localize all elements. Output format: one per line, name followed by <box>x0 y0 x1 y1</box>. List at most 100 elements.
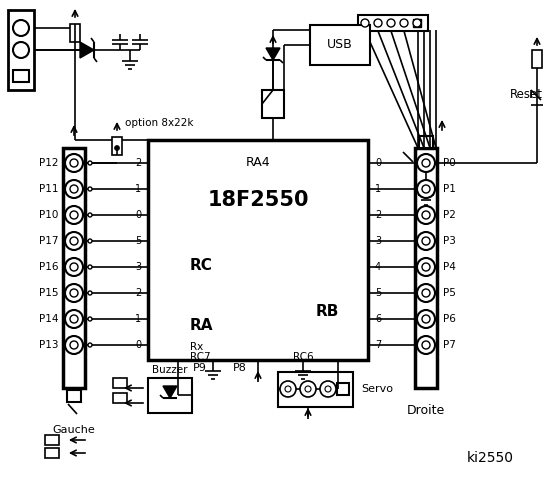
Circle shape <box>413 19 421 27</box>
Bar <box>45 435 59 445</box>
Circle shape <box>285 386 291 392</box>
Text: P4: P4 <box>443 262 456 272</box>
Text: P12: P12 <box>39 158 58 168</box>
Bar <box>8 10 34 90</box>
Circle shape <box>422 315 430 323</box>
Circle shape <box>88 317 92 321</box>
Circle shape <box>361 19 369 27</box>
Circle shape <box>88 213 92 217</box>
Circle shape <box>417 206 435 224</box>
Bar <box>310 25 370 65</box>
Bar <box>63 148 85 388</box>
Bar <box>67 390 81 402</box>
Text: 0: 0 <box>375 158 381 168</box>
Circle shape <box>65 284 83 302</box>
Text: P1: P1 <box>443 184 456 194</box>
Text: P6: P6 <box>443 314 456 324</box>
Circle shape <box>114 145 119 151</box>
Text: 3: 3 <box>135 262 141 272</box>
Text: 1: 1 <box>135 314 141 324</box>
Circle shape <box>422 263 430 271</box>
Circle shape <box>417 154 435 172</box>
Circle shape <box>65 180 83 198</box>
Bar <box>532 50 542 68</box>
Circle shape <box>70 159 78 167</box>
Bar <box>148 140 368 360</box>
Bar <box>112 137 122 155</box>
Text: ki2550: ki2550 <box>467 451 514 465</box>
Text: 18F2550: 18F2550 <box>207 190 309 210</box>
Circle shape <box>13 42 29 58</box>
Circle shape <box>88 187 92 191</box>
Text: 1: 1 <box>375 184 381 194</box>
Bar <box>278 372 353 407</box>
Circle shape <box>70 341 78 349</box>
Text: P13: P13 <box>39 340 58 350</box>
Circle shape <box>88 291 92 295</box>
Text: option 8x22k: option 8x22k <box>125 118 194 128</box>
Text: 0: 0 <box>135 340 141 350</box>
Circle shape <box>88 239 92 243</box>
Circle shape <box>374 19 382 27</box>
Circle shape <box>305 386 311 392</box>
Circle shape <box>422 211 430 219</box>
Circle shape <box>70 289 78 297</box>
Circle shape <box>65 206 83 224</box>
Text: 1: 1 <box>135 184 141 194</box>
Bar <box>70 24 80 42</box>
Bar <box>415 148 437 388</box>
Circle shape <box>417 180 435 198</box>
Text: Reset: Reset <box>510 88 543 101</box>
Circle shape <box>417 232 435 250</box>
Text: P11: P11 <box>39 184 58 194</box>
Text: P0: P0 <box>443 158 456 168</box>
Circle shape <box>422 237 430 245</box>
Circle shape <box>417 336 435 354</box>
Text: 3: 3 <box>375 236 381 246</box>
Bar <box>148 378 192 413</box>
Circle shape <box>70 185 78 193</box>
Text: P16: P16 <box>39 262 58 272</box>
Circle shape <box>400 19 408 27</box>
Text: Droite: Droite <box>407 404 445 417</box>
Circle shape <box>422 185 430 193</box>
Text: P5: P5 <box>443 288 456 298</box>
Bar <box>337 383 349 395</box>
Bar <box>45 448 59 458</box>
Text: 6: 6 <box>375 314 381 324</box>
Text: P2: P2 <box>443 210 456 220</box>
Circle shape <box>65 232 83 250</box>
Text: P15: P15 <box>39 288 58 298</box>
Circle shape <box>70 263 78 271</box>
Text: 2: 2 <box>135 288 141 298</box>
Text: P7: P7 <box>443 340 456 350</box>
Text: 2: 2 <box>375 210 381 220</box>
Text: RC7: RC7 <box>190 352 211 362</box>
Circle shape <box>422 341 430 349</box>
Text: 2: 2 <box>135 158 141 168</box>
Circle shape <box>70 237 78 245</box>
Circle shape <box>325 386 331 392</box>
Circle shape <box>417 310 435 328</box>
Text: P10: P10 <box>39 210 58 220</box>
Text: P14: P14 <box>39 314 58 324</box>
Text: RA4: RA4 <box>246 156 270 168</box>
Text: 5: 5 <box>375 288 381 298</box>
Circle shape <box>88 161 92 165</box>
Circle shape <box>70 211 78 219</box>
Circle shape <box>417 284 435 302</box>
Circle shape <box>300 381 316 397</box>
Text: 0: 0 <box>135 210 141 220</box>
Circle shape <box>387 19 395 27</box>
Circle shape <box>88 343 92 347</box>
Text: Rx: Rx <box>190 342 204 352</box>
Polygon shape <box>80 42 94 58</box>
Bar <box>358 15 428 31</box>
Bar <box>262 90 284 118</box>
Text: Gauche: Gauche <box>53 425 95 435</box>
Text: P9: P9 <box>193 363 207 373</box>
Circle shape <box>320 381 336 397</box>
Text: RB: RB <box>316 304 340 320</box>
Bar <box>113 393 127 403</box>
Text: RC6: RC6 <box>293 352 314 362</box>
